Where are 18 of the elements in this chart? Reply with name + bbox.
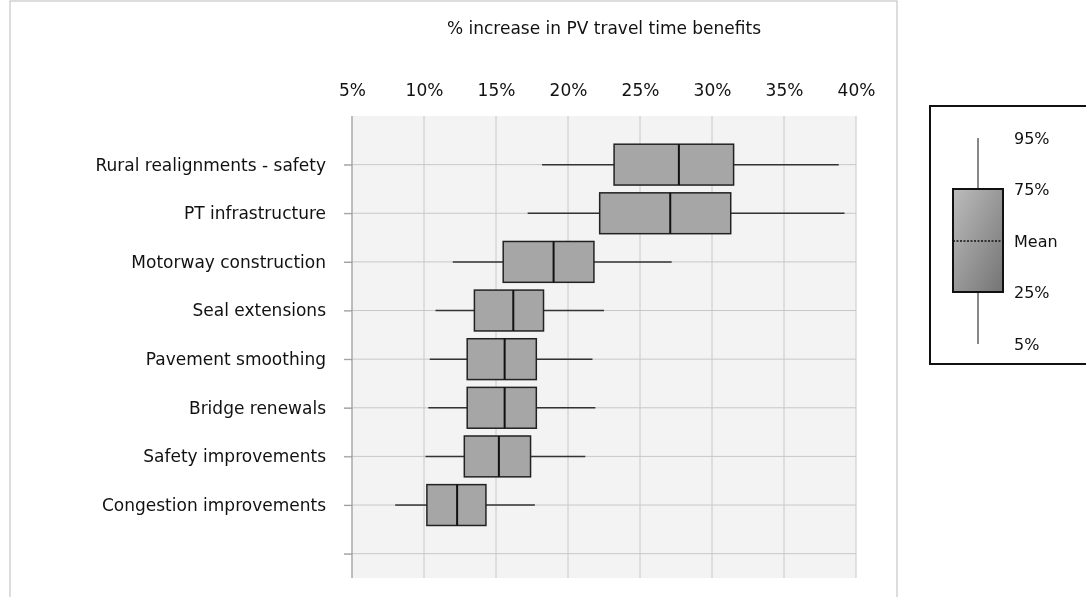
y-tick-label: Rural realignments - safety <box>95 154 326 175</box>
y-tick-label: PT infrastructure <box>183 203 326 224</box>
x-tick-label: 5% <box>339 80 366 100</box>
y-tick-label: Motorway construction <box>131 251 326 272</box>
x-tick-label: 40% <box>837 80 876 100</box>
x-tick-label: 30% <box>693 80 732 100</box>
x-tick-label: 35% <box>765 80 804 100</box>
y-tick-label: Seal extensions <box>192 300 327 321</box>
x-tick-label: 25% <box>621 80 660 100</box>
y-tick-label: Safety improvements <box>143 446 327 467</box>
y-tick-label: Congestion improvements <box>101 494 327 515</box>
y-tick-label: Pavement smoothing <box>145 349 326 370</box>
x-tick-label: 20% <box>549 80 588 100</box>
y-tick-label: Bridge renewals <box>188 397 327 418</box>
box-legend: 95% 75% Mean 25% 5% <box>929 105 1086 365</box>
x-tick-label: 10% <box>405 80 444 100</box>
x-tick-label: 15% <box>477 80 516 100</box>
x-axis-title: % increase in PV travel time benefits <box>446 18 762 38</box>
